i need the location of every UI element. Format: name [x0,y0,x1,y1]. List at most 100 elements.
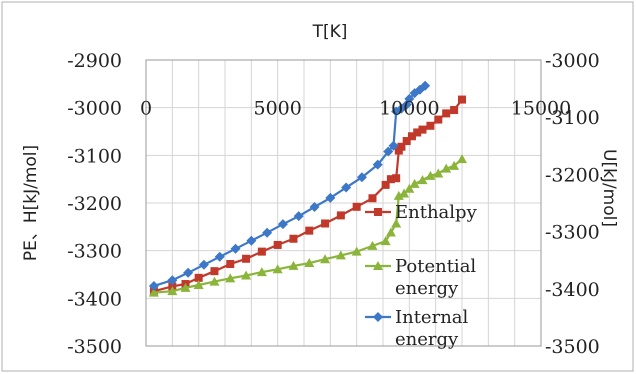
potential-energy-point [320,254,331,264]
y-left-tick-label: -2900 [67,50,122,72]
legend-label: Enthalpy [395,202,478,223]
x-tick-label: 10000 [379,98,439,120]
enthalpy-point [226,260,235,269]
series-internal-energy [148,80,431,291]
y-axis-left-label: PE、H[kJ/mol] [21,145,41,261]
potential-energy-point [209,276,220,286]
potential-energy-point [393,190,404,200]
potential-energy-point [304,258,315,268]
potential-energy-point [409,178,420,188]
internal-energy-point [383,146,394,157]
series-potential-energy [148,154,467,297]
internal-energy-point [183,267,194,278]
enthalpy-point [402,137,411,146]
potential-energy-point [433,168,444,178]
enthalpy-point [257,247,266,256]
legend-label: Potential energy [395,256,476,299]
enthalpy-point [321,219,330,228]
internal-energy-point [293,211,304,222]
enthalpy-point [194,273,203,282]
potential-energy-point [272,264,283,274]
internal-energy-point [167,275,178,286]
enthalpy-point [386,175,395,184]
y-left-tick-label: -3300 [67,241,122,263]
potential-energy-point [256,267,267,277]
y-right-tick-label: -3500 [545,336,600,358]
enthalpy-point [407,132,416,141]
enthalpy-point [381,180,390,189]
potential-energy-point [404,183,415,193]
enthalpy-point [418,125,427,134]
enthalpy-point [305,226,314,235]
potential-energy-point [225,273,236,283]
enthalpy-point [392,174,401,183]
potential-energy-point [288,260,299,270]
enthalpy-point [210,267,219,276]
enthalpy-point [458,95,466,104]
enthalpy-point [442,109,451,118]
internal-energy-point [420,80,431,91]
legend-swatch-marker [373,261,383,270]
potential-energy-point [148,287,159,297]
potential-energy-point [167,286,178,296]
internal-energy-point [230,243,241,254]
legend-entry-enthalpy: Enthalpy [365,202,478,223]
y-left-tick-label: -3200 [67,193,122,215]
potential-energy-point [385,227,396,237]
internal-energy-point [262,227,273,238]
enthalpy-point [426,121,435,130]
enthalpy-point [397,142,406,151]
enthalpy-point [352,202,361,211]
enthalpy-point [289,234,298,243]
internal-energy-point [372,159,383,170]
potential-energy-point [380,236,391,246]
x-tick-label: 0 [140,98,152,120]
enthalpy-point [450,106,459,115]
internal-energy-point [388,140,399,151]
potential-energy-point [367,240,378,250]
y-axis-right-label: U[kJ/mol] [599,149,619,227]
internal-energy-point [341,182,352,193]
enthalpy-point [336,211,345,220]
internal-energy-point [214,251,225,262]
potential-energy-point [193,279,204,289]
enthalpy-point [434,115,443,124]
y-right-tick-label: -3300 [545,222,600,244]
potential-energy-point [425,170,436,180]
y-left-tick-label: -3100 [67,145,122,167]
plot-area-border [145,59,542,347]
internal-energy-point [404,93,415,104]
internal-energy-point [325,192,336,203]
internal-energy-point [148,280,159,291]
potential-energy-point [180,282,191,292]
internal-energy-point [356,172,367,183]
potential-energy-point [417,175,428,185]
potential-energy-point [241,270,252,280]
enthalpy-point [413,128,422,137]
x-tick-label: 15000 [511,98,571,120]
potential-energy-point [441,163,452,173]
y-right-tick-label: -3400 [545,279,600,301]
legend-swatch-marker [374,208,382,216]
y-left-tick-label: -3000 [67,98,122,120]
y-right-tick-label: -3000 [545,50,600,72]
y-left-tick-label: -3400 [67,288,122,310]
potential-energy-point [391,218,402,228]
legend-label: Internal energy [395,307,469,350]
legend-entry-potential-energy: Potential energy [365,256,476,299]
chart-title: T[K] [312,22,348,42]
potential-energy-point [399,188,410,198]
tick-labels: 0 5000 10000 15000 -2900 -3000 -3100 -3200 -3300… [67,50,600,358]
y-right-tick-label: -3100 [545,107,600,129]
series-layer [148,80,467,297]
internal-energy-point [277,219,288,230]
legend-swatch-marker [373,312,383,322]
potential-energy-point [335,250,346,260]
enthalpy-point [368,194,377,203]
x-tick-label: 5000 [253,98,301,120]
legend-entry-internal-energy: Internal energy [365,307,469,350]
potential-energy-point [351,246,362,256]
potential-energy-point [449,160,460,170]
internal-energy-point [198,259,209,270]
